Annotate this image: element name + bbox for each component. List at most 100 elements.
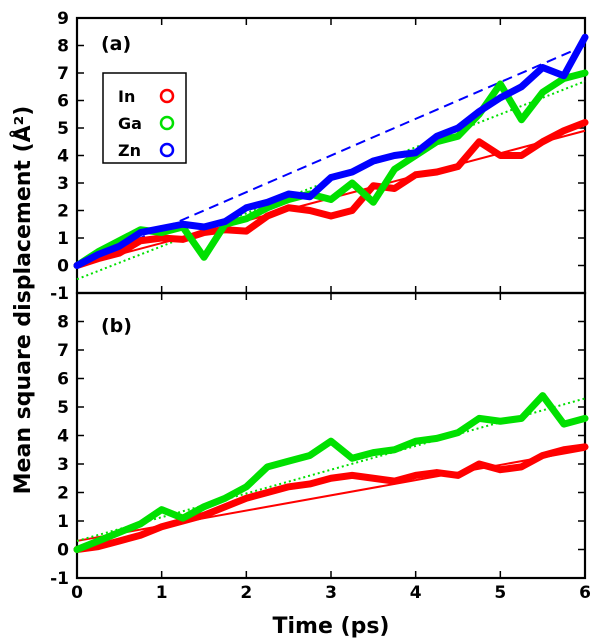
data-point-in [518,463,525,471]
data-point-in [264,212,271,220]
data-point-in [454,163,462,170]
series-in [73,119,589,269]
legend-entry-ga: Ga [118,114,175,133]
data-point-ga [243,215,250,222]
panel-a-label: (a) [101,33,131,55]
data-point-in [497,152,504,159]
panel-b-label: (b) [101,315,132,337]
data-point-ga [348,455,356,462]
data-point-in [306,480,314,488]
panel-b: -1 0 1 2 3 4 5 6 7 8 (b) [50,291,589,589]
x-tick-label: 2 [240,583,252,603]
data-point-ga [581,69,589,77]
data-point-ga [497,80,504,88]
panel-b-frame [75,291,587,580]
data-point-ga [581,415,589,422]
data-point-ga [370,199,377,206]
data-point-ga [327,196,335,203]
y-tick-label: 4 [57,147,69,167]
data-point-ga [327,438,335,445]
data-point-in [306,207,314,214]
panel-a-ticks [76,17,586,294]
data-point-in [475,460,483,468]
x-tick-label: 1 [156,583,168,603]
data-point-in [137,532,144,539]
data-point-zn [306,193,314,200]
data-point-ga [179,514,187,522]
data-point-ga [285,457,292,465]
data-point-zn [94,251,102,258]
legend-marker [159,142,175,158]
x-tick-labels: 0 1 2 3 4 5 6 [71,583,591,603]
y-tick-label: 4 [57,427,69,447]
x-tick-label: 5 [494,583,506,603]
data-point-ga [158,506,165,513]
y-tick-label: 9 [57,9,69,29]
y-tick-label: 7 [57,64,69,84]
legend-marker [159,115,175,131]
data-point-ga [518,116,525,123]
data-point-in [348,472,356,479]
data-point-ga [200,503,208,510]
data-point-ga [454,429,462,436]
data-point-in [285,483,292,490]
data-point-ga [518,415,525,422]
data-point-in [412,472,419,479]
data-point-ga [560,420,568,428]
data-point-ga [539,392,546,399]
y-tick-label: 5 [57,119,69,139]
data-point-ga [348,179,356,187]
data-point-in [581,443,589,451]
data-point-in [560,127,568,134]
data-point-zn [518,83,525,90]
x-tick-label: 3 [325,583,337,603]
fit-line-ga [76,80,586,281]
y-tick-label: 2 [57,202,69,222]
legend: In Ga Zn [102,72,187,164]
data-point-zn [264,199,271,206]
data-point-zn [454,124,462,132]
data-point-zn [158,225,165,232]
series-line-in [73,443,589,553]
data-point-zn [433,133,441,140]
y-tick-label: 2 [57,484,69,504]
data-point-ga [475,415,483,422]
data-point-in [433,469,441,476]
data-point-ga [412,438,419,445]
data-point-ga [433,435,441,442]
data-point-in [433,168,441,176]
data-point-ga [116,529,123,536]
data-point-in [200,512,208,519]
data-point-zn [73,262,81,269]
data-point-in [518,152,525,159]
data-point-zn [243,204,250,211]
data-point-ga [370,449,377,456]
data-point-in [200,229,208,236]
data-point-ga [391,446,398,453]
data-point-in [285,204,292,211]
data-point-in [370,475,377,482]
data-point-zn [391,152,398,159]
y-tick-label: 1 [57,229,69,249]
data-point-in [497,466,504,473]
data-point-zn [581,34,589,41]
x-axis-title: Time (ps) [272,614,389,639]
data-point-zn [285,190,292,198]
data-point-ga [73,546,81,553]
panel-a-series [73,33,589,269]
x-tick-label: 0 [71,583,83,603]
data-point-zn [179,221,187,228]
data-point-in [264,489,271,496]
panel-a-y-tick-labels: -1 0 1 2 3 4 5 6 7 8 9 [50,9,69,304]
data-point-in [539,138,546,145]
y-tick-label: -1 [50,569,69,589]
series-in [73,443,589,553]
data-point-ga [221,495,229,502]
data-point-ga [454,133,462,140]
data-point-in [370,182,377,189]
y-axis-title: Mean square displacement (Å²) [10,106,36,495]
data-point-in [243,227,250,235]
data-point-ga [137,520,144,528]
data-point-in [348,207,356,214]
